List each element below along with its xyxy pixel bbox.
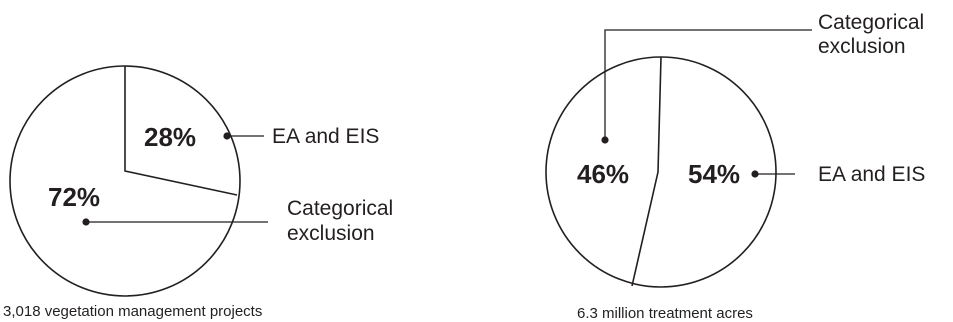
pie-chart-acres: 54% EA and EIS 46% Categorical exclusion… bbox=[545, 11, 925, 322]
slice-label-categorical-acres-line2: exclusion bbox=[818, 35, 906, 58]
pie-chart-projects: 28% EA and EIS 72% Categorical exclusion… bbox=[3, 65, 393, 320]
slice-label-ea-eis-acres: EA and EIS bbox=[818, 163, 925, 186]
slice-label-categorical-acres-line1: Categorical bbox=[818, 11, 924, 34]
slice-label-categorical-projects-line2: exclusion bbox=[287, 222, 375, 245]
slice-value-label-ea-eis-projects: 28% bbox=[144, 122, 196, 152]
slice-label-ea-eis-projects: EA and EIS bbox=[272, 125, 379, 148]
slice-divider-acres bbox=[631, 56, 662, 287]
pie-caption-acres: 6.3 million treatment acres bbox=[577, 305, 753, 322]
slice-label-categorical-projects-line1: Categorical bbox=[287, 197, 393, 220]
slice-value-label-categorical-projects: 72% bbox=[48, 182, 100, 212]
pie-caption-projects: 3,018 vegetation management projects bbox=[3, 303, 262, 320]
slice-value-label-ea-eis-acres: 54% bbox=[688, 159, 740, 189]
slice-divider-projects bbox=[124, 66, 238, 196]
leader-line-categorical-acres bbox=[604, 29, 812, 140]
slice-value-label-categorical-acres: 46% bbox=[577, 159, 629, 189]
